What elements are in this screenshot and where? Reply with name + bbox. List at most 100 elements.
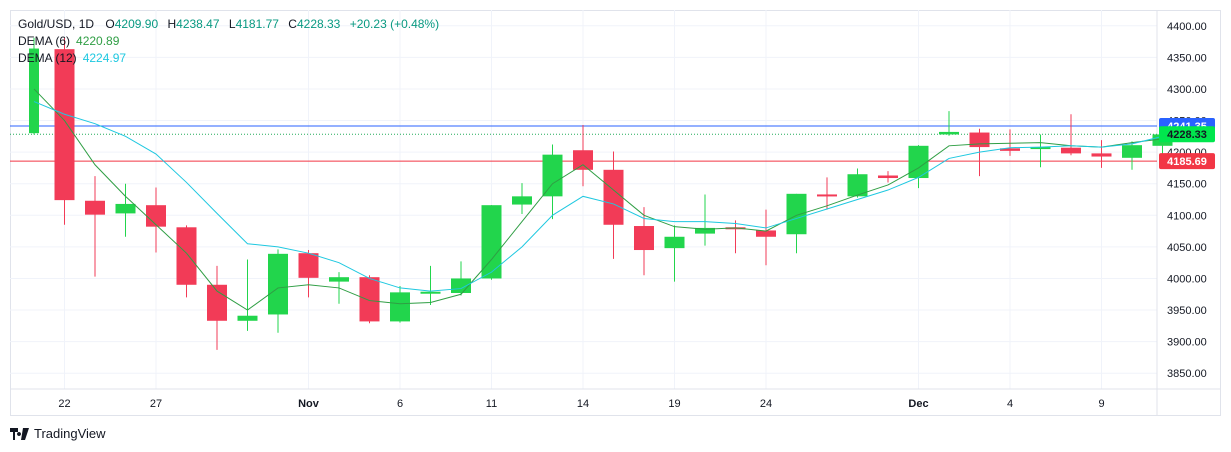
x-tick-label: 24 (760, 398, 772, 410)
candle-up (481, 205, 502, 280)
legend-symbol: Gold/USD (18, 17, 73, 31)
chart-legend: Gold/USD, 1D O4209.90 H4238.47 L4181.77 … (18, 16, 439, 67)
x-tick-label: 27 (150, 398, 162, 410)
x-tick-label: 14 (577, 398, 589, 410)
y-tick-label: 3950.00 (1167, 305, 1207, 317)
candle-up (908, 145, 929, 189)
candle-up (420, 265, 441, 305)
y-tick-label: 4100.00 (1167, 210, 1207, 222)
tradingview-brand[interactable]: TradingView (10, 426, 106, 441)
candle-body (634, 226, 654, 251)
y-tick-label: 3900.00 (1167, 337, 1207, 349)
legend-change: +20.23 (+0.48%) (349, 17, 440, 31)
candle-up (786, 193, 807, 254)
y-tick-label: 4050.00 (1167, 242, 1207, 254)
candle-down (298, 250, 319, 298)
chart-frame (10, 10, 1221, 416)
candle-body (573, 150, 593, 170)
legend-dema6-row: DEMA (6) 4220.89 (18, 33, 439, 50)
candle-down (817, 177, 837, 210)
axes (10, 10, 1221, 416)
candle-down (725, 220, 746, 254)
candle-body (481, 205, 502, 279)
candle-body (695, 227, 715, 234)
candle-body (146, 205, 166, 227)
x-tick-label: 9 (1098, 398, 1104, 410)
candle-body (29, 48, 39, 134)
candle-down (756, 209, 776, 266)
legend-close-value: 4228.33 (296, 17, 341, 31)
y-tick-label: 4300.00 (1167, 84, 1207, 96)
candle-body (176, 227, 197, 285)
x-tick-label: 4 (1007, 398, 1013, 410)
candle-body (115, 203, 136, 214)
candle-down (359, 275, 380, 324)
y-tick-label: 4150.00 (1167, 179, 1207, 191)
candle-body (420, 291, 441, 294)
candle-body (786, 193, 807, 235)
dema6-line (33, 88, 1163, 311)
candle-body (359, 277, 380, 322)
candle-up (115, 183, 136, 237)
candle-up (29, 37, 39, 135)
y-tick-label: 4000.00 (1167, 273, 1207, 285)
candle-up (664, 225, 685, 282)
candles (29, 37, 1173, 350)
candle-body (207, 284, 227, 321)
candle-up (695, 194, 715, 246)
candle-up (1030, 134, 1051, 168)
candle-down (1000, 129, 1020, 156)
candle-body (664, 236, 685, 249)
candle-body (298, 253, 319, 278)
x-tick-label: 6 (397, 398, 403, 410)
candle-body (756, 230, 776, 237)
candle-body (817, 194, 837, 197)
candle-body (1122, 145, 1142, 158)
candle-down (603, 151, 624, 259)
candle-body (603, 169, 624, 225)
x-tick-label: Dec (908, 398, 928, 410)
candle-down (878, 171, 898, 183)
candle-up (237, 259, 258, 331)
legend-low-label: L (228, 17, 236, 31)
y-axis-ticks: 3850.00 3900.00 3950.00 4000.00 4050.00 4100.… (1167, 21, 1207, 380)
candle-body (1091, 153, 1112, 157)
candle-body (1061, 147, 1081, 154)
candle-up (512, 183, 532, 215)
dema-lines (33, 88, 1163, 311)
price-tag-label: 4228.33 (1167, 129, 1207, 141)
candle-body (542, 154, 563, 197)
legend-dema6-label: DEMA (6) (18, 34, 71, 48)
x-tick-label: 19 (668, 398, 680, 410)
x-tick-label: 22 (58, 398, 70, 410)
candle-body (939, 131, 959, 135)
candle-down (1061, 114, 1081, 156)
candle-body (390, 292, 410, 322)
legend-ohlc-row: Gold/USD, 1D O4209.90 H4238.47 L4181.77 … (18, 17, 440, 31)
candle-up (847, 168, 868, 198)
candle-body (908, 145, 929, 179)
candle-down (54, 37, 75, 225)
dema12-line (33, 101, 1163, 292)
legend-dema12-label: DEMA (12) (18, 51, 77, 65)
candle-body (54, 49, 75, 201)
legend-low-value: 4181.77 (235, 17, 279, 31)
price-tag-label: 4185.69 (1167, 156, 1207, 168)
legend-dema12-value: 4224.97 (82, 51, 127, 65)
legend-open-value: 4209.90 (114, 17, 159, 31)
candle-up (542, 144, 563, 220)
candle-body (329, 277, 349, 282)
candle-down (85, 176, 105, 277)
legend-high-value: 4238.47 (176, 17, 220, 31)
tradingview-logo-icon (10, 427, 29, 440)
candle-body (969, 132, 990, 148)
price-tag-bg (1159, 153, 1215, 170)
candle-body (878, 175, 898, 179)
candle-down (634, 207, 654, 276)
legend-close-label: C (288, 17, 297, 31)
candle-body (1000, 148, 1020, 151)
candle-up (268, 249, 288, 333)
x-tick-label: Nov (298, 398, 320, 410)
